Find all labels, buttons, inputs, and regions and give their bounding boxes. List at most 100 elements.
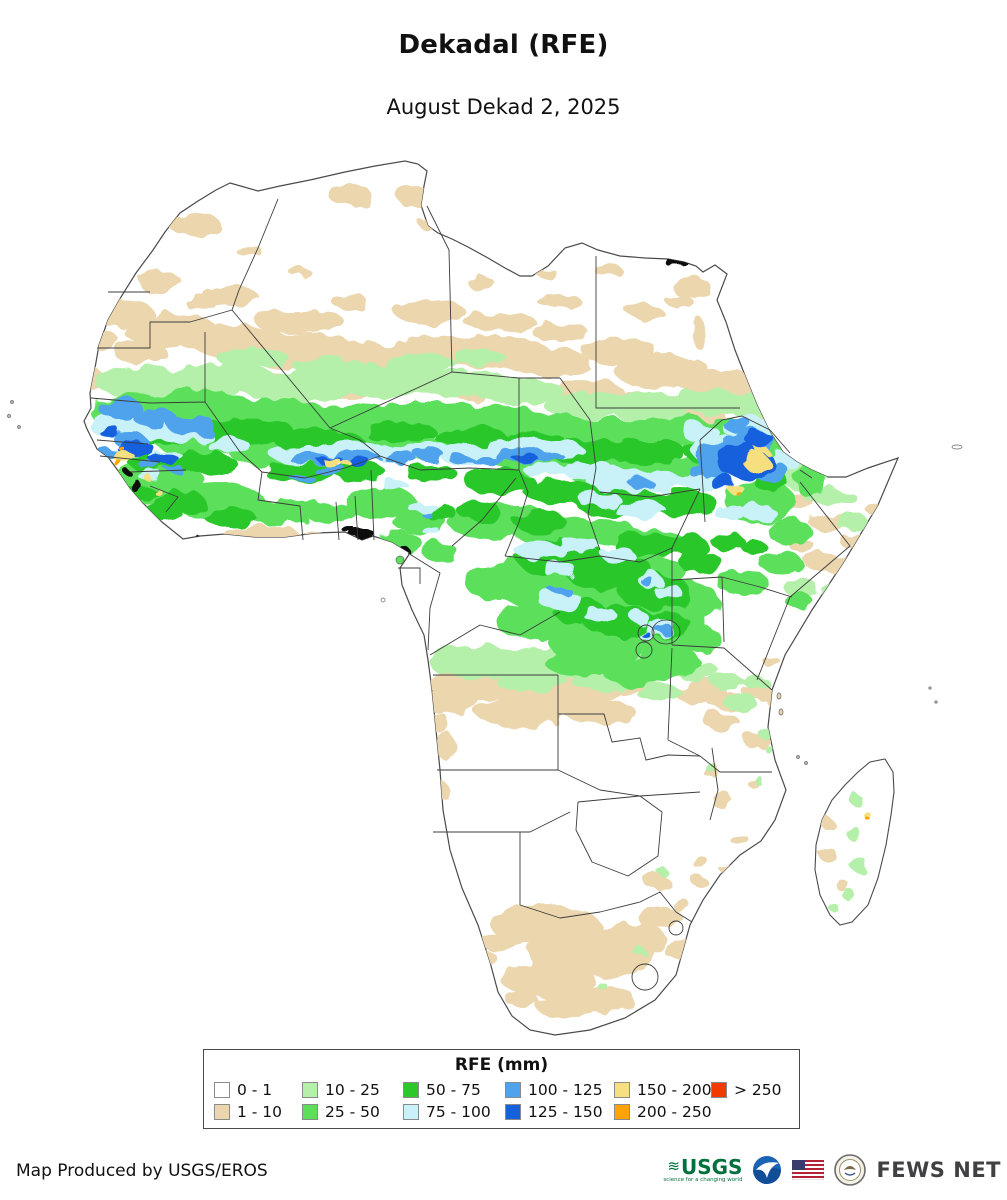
rain-blob-b (549, 585, 571, 595)
legend-box: RFE (mm) 0 - 1 1 - 10 10 - 25 25 - 50 50 - 7… (203, 1049, 800, 1129)
rain-blob-t (255, 310, 345, 334)
legend-swatch (505, 1082, 521, 1098)
rain-blob-lg (859, 540, 885, 554)
rain-blob-dg (668, 535, 708, 555)
rain-blob-c (538, 591, 582, 609)
legend-item: 50 - 75 (403, 1079, 505, 1101)
rain-blob-lg (711, 675, 745, 689)
rain-blob-t2 (819, 817, 833, 827)
islands (7, 400, 963, 765)
rain-blob-g (602, 659, 670, 685)
rain-blob-t (802, 552, 838, 568)
rain-blob-db (709, 475, 735, 489)
rain-blob-y (741, 453, 769, 469)
island-dot (934, 700, 938, 704)
rain-blob-lg (819, 586, 845, 598)
rain-blob-lg (428, 646, 532, 678)
us-flag-icon (792, 1160, 825, 1180)
rain-blob-db (746, 432, 774, 448)
rain-blob-y (758, 448, 770, 456)
rain-blob-t (169, 213, 221, 237)
rain-blob-lg (496, 671, 568, 693)
rain-blob-g (758, 551, 802, 573)
rain-blob-c (421, 526, 439, 534)
noaa-logo (753, 1156, 782, 1184)
rain-blob-db (512, 453, 538, 463)
rain-blob-t2 (505, 993, 539, 1007)
rain-blob-c (514, 541, 566, 559)
rain-blob-t (704, 714, 740, 730)
rain-blob-t (666, 296, 694, 308)
rain-blob-b (383, 453, 417, 463)
border-rwanda (637, 624, 655, 642)
country-borders (90, 198, 851, 991)
rain-blob-t2 (731, 834, 749, 846)
legend-label: 150 - 200 (637, 1081, 712, 1099)
rain-blob-lg2 (892, 485, 898, 495)
legend-item: 25 - 50 (302, 1101, 403, 1123)
rain-blob-dg (678, 551, 722, 573)
usgs-tagline: science for a changing world (663, 1176, 743, 1183)
rain-blob-t (788, 676, 808, 688)
rain-blob-nd (125, 470, 131, 476)
legend-label: 100 - 125 (528, 1081, 603, 1099)
rain-blob-t (466, 276, 494, 288)
rain-blob-t (426, 690, 478, 714)
legend-label: 75 - 100 (426, 1103, 491, 1121)
rain-blob-t (596, 266, 624, 278)
rain-blob-b (133, 409, 177, 427)
rain-blob-o (113, 459, 121, 465)
rain-blob-t (237, 246, 263, 258)
rain-blob-c (713, 505, 747, 519)
legend-label: 200 - 250 (637, 1103, 712, 1121)
rain-blob-t (691, 316, 705, 348)
lake-victoria (651, 619, 681, 645)
legend-grid: 0 - 1 1 - 10 10 - 25 25 - 50 50 - 75 75 - 100… (214, 1079, 799, 1123)
rain-blob-db (99, 427, 121, 437)
page-subtitle: August Dekad 2, 2025 (386, 95, 621, 119)
rain-blob-dg (423, 505, 457, 519)
island-dot (10, 400, 14, 404)
rain-blob-t (184, 294, 216, 310)
rain-blob-lg (835, 515, 869, 529)
rain-blob-t2 (763, 657, 781, 667)
rain-blob-g (378, 533, 422, 551)
rain-blob-g (344, 486, 416, 518)
rain-blob-b (415, 450, 445, 460)
rain-blob-c (682, 422, 718, 442)
rain-blob-c (523, 463, 567, 477)
rain-blob-lg (674, 389, 746, 415)
legend-item: 1 - 10 (214, 1101, 302, 1123)
rain-blob-lg2 (841, 889, 855, 899)
rain-blob-lg (757, 725, 779, 739)
rain-blob-dg (514, 511, 566, 533)
legend-swatch (302, 1104, 318, 1120)
rain-blob-t2 (691, 857, 709, 867)
rain-blob-c (556, 538, 600, 552)
island-socotra (951, 444, 963, 450)
legend-item: 100 - 125 (505, 1079, 614, 1101)
state-dept-seal (834, 1154, 867, 1186)
rain-blob-t (475, 698, 565, 726)
rain-blob-y (341, 460, 351, 466)
rain-blob-dg (711, 533, 745, 551)
rain-blob-dg (434, 426, 506, 448)
legend-swatch (214, 1082, 230, 1098)
page-title: Dekadal (RFE) (398, 30, 609, 60)
rain-blob-t (202, 286, 258, 306)
rain-blob-c (405, 500, 435, 510)
rain-blob-t (432, 780, 448, 800)
rain-blob-c (741, 503, 775, 521)
island-dot (928, 686, 932, 690)
rain-blob-t (500, 348, 590, 376)
rain-blob-y (866, 813, 872, 821)
rain-blob-lg2 (658, 868, 668, 876)
usgs-logo: ≋ USGS science for a changing world (663, 1157, 742, 1184)
legend-item: > 250 (711, 1079, 789, 1101)
rain-blob-g (544, 649, 616, 675)
rainfall-raster-layer (84, 184, 898, 1017)
rain-blob-b (419, 509, 429, 515)
legend-swatch (711, 1082, 727, 1098)
usgs-wave-icon: ≋ (667, 1157, 680, 1176)
